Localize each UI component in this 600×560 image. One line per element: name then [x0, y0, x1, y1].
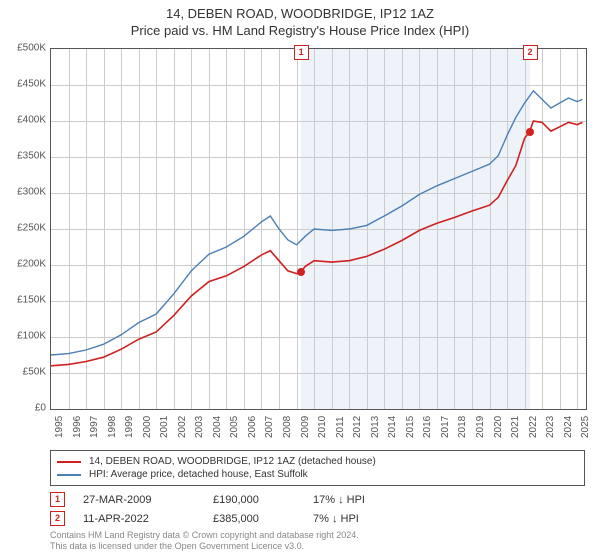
- y-tick-label: £50K: [2, 367, 46, 378]
- chart-legend: 14, DEBEN ROAD, WOODBRIDGE, IP12 1AZ (de…: [50, 450, 585, 486]
- legend-swatch-hpi: [57, 474, 81, 476]
- x-tick-label: 2001: [159, 416, 170, 438]
- x-tick-label: 2013: [370, 416, 381, 438]
- chart-container: 14, DEBEN ROAD, WOODBRIDGE, IP12 1AZ Pri…: [0, 0, 600, 560]
- y-tick-label: £0: [2, 403, 46, 414]
- x-tick-label: 2015: [405, 416, 416, 438]
- chart-sale-marker-label: 2: [523, 45, 538, 60]
- x-tick-label: 2022: [528, 416, 539, 438]
- x-tick-label: 2019: [475, 416, 486, 438]
- sales-table: 1 27-MAR-2009 £190,000 17% ↓ HPI 2 11-AP…: [50, 490, 585, 528]
- y-tick-label: £300K: [2, 187, 46, 198]
- x-tick-label: 1996: [72, 416, 83, 438]
- x-tick-label: 2005: [229, 416, 240, 438]
- x-tick-label: 2008: [282, 416, 293, 438]
- x-tick-label: 2009: [300, 416, 311, 438]
- series-property: [51, 121, 583, 366]
- sale-marker-icon: 2: [50, 511, 65, 526]
- y-tick-label: £500K: [2, 43, 46, 54]
- y-tick-label: £400K: [2, 115, 46, 126]
- x-tick-label: 2018: [457, 416, 468, 438]
- chart-sale-point: [526, 128, 534, 136]
- sale-date: 11-APR-2022: [83, 513, 213, 525]
- page-title: 14, DEBEN ROAD, WOODBRIDGE, IP12 1AZ: [0, 0, 600, 23]
- x-tick-label: 2004: [212, 416, 223, 438]
- x-tick-label: 2024: [563, 416, 574, 438]
- legend-label-property: 14, DEBEN ROAD, WOODBRIDGE, IP12 1AZ (de…: [89, 456, 376, 467]
- page-subtitle: Price paid vs. HM Land Registry's House …: [0, 23, 600, 42]
- x-tick-label: 2020: [493, 416, 504, 438]
- x-tick-label: 1998: [107, 416, 118, 438]
- sales-row: 1 27-MAR-2009 £190,000 17% ↓ HPI: [50, 490, 585, 509]
- chart-plot-area: 12: [50, 48, 587, 410]
- x-tick-label: 2010: [317, 416, 328, 438]
- chart-sale-marker-label: 1: [294, 45, 309, 60]
- footer-line1: Contains HM Land Registry data © Crown c…: [50, 530, 359, 541]
- legend-swatch-property: [57, 461, 81, 463]
- chart-sale-point: [297, 268, 305, 276]
- sale-marker-icon: 1: [50, 492, 65, 507]
- x-tick-label: 2025: [580, 416, 591, 438]
- chart-lines-svg: [51, 49, 586, 409]
- sale-date: 27-MAR-2009: [83, 494, 213, 506]
- y-tick-label: £200K: [2, 259, 46, 270]
- x-tick-label: 2007: [264, 416, 275, 438]
- legend-item-hpi: HPI: Average price, detached house, East…: [57, 468, 578, 481]
- x-tick-label: 2017: [440, 416, 451, 438]
- sale-price: £385,000: [213, 513, 313, 525]
- x-tick-label: 1997: [89, 416, 100, 438]
- sale-delta: 7% ↓ HPI: [313, 513, 433, 525]
- legend-item-property: 14, DEBEN ROAD, WOODBRIDGE, IP12 1AZ (de…: [57, 455, 578, 468]
- x-tick-label: 2021: [510, 416, 521, 438]
- x-tick-label: 2016: [422, 416, 433, 438]
- x-tick-label: 1995: [54, 416, 65, 438]
- x-tick-label: 2003: [194, 416, 205, 438]
- x-tick-label: 2014: [387, 416, 398, 438]
- x-tick-label: 2006: [247, 416, 258, 438]
- footer-attribution: Contains HM Land Registry data © Crown c…: [50, 530, 359, 553]
- y-tick-label: £450K: [2, 79, 46, 90]
- sale-delta: 17% ↓ HPI: [313, 494, 433, 506]
- y-tick-label: £100K: [2, 331, 46, 342]
- footer-line2: This data is licensed under the Open Gov…: [50, 541, 359, 552]
- y-tick-label: £250K: [2, 223, 46, 234]
- x-tick-label: 2012: [352, 416, 363, 438]
- x-tick-label: 2023: [545, 416, 556, 438]
- sales-row: 2 11-APR-2022 £385,000 7% ↓ HPI: [50, 509, 585, 528]
- x-tick-label: 2011: [335, 416, 346, 438]
- y-tick-label: £150K: [2, 295, 46, 306]
- sale-price: £190,000: [213, 494, 313, 506]
- x-tick-label: 2002: [177, 416, 188, 438]
- series-hpi: [51, 91, 583, 355]
- y-tick-label: £350K: [2, 151, 46, 162]
- x-tick-label: 2000: [142, 416, 153, 438]
- legend-label-hpi: HPI: Average price, detached house, East…: [89, 469, 308, 480]
- x-tick-label: 1999: [124, 416, 135, 438]
